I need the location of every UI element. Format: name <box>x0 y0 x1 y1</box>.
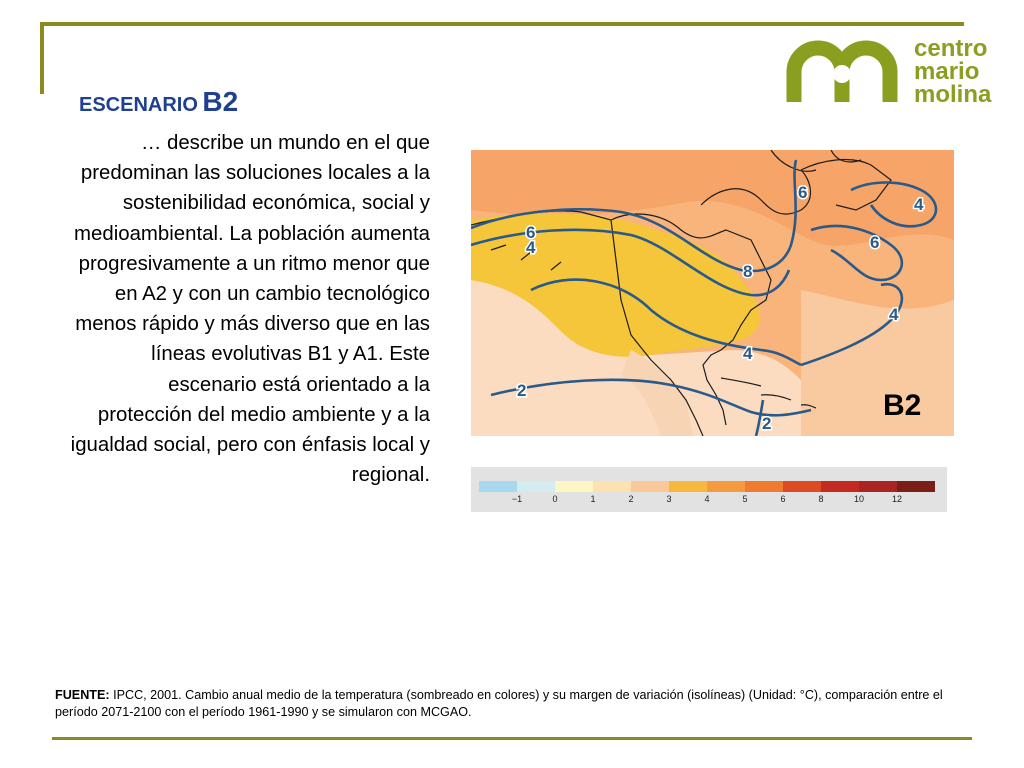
legend-tick-label: 0 <box>552 494 557 504</box>
title-prefix: ESCENARIO <box>79 94 198 116</box>
isoline-label: 8 <box>743 262 752 281</box>
legend-tick-label: 10 <box>854 494 864 504</box>
source-note: FUENTE: IPCC, 2001. Cambio anual medio d… <box>55 687 955 721</box>
legend-tick-label: 3 <box>666 494 671 504</box>
legend-swatch <box>783 481 821 492</box>
isoline-label: 6 <box>798 183 807 202</box>
logo-line-2: mario <box>914 58 980 85</box>
legend-swatch <box>555 481 593 492</box>
legend-tick-label: 5 <box>742 494 747 504</box>
isoline-label: 4 <box>914 195 924 214</box>
logo-wordmark: centro mario molina <box>914 35 992 108</box>
legend-swatch <box>859 481 897 492</box>
source-text: IPCC, 2001. Cambio anual medio de la tem… <box>55 688 943 719</box>
isoline-label: 2 <box>517 381 526 400</box>
legend-tick-label: 2 <box>628 494 633 504</box>
isoline-label: 4 <box>743 344 753 363</box>
logo-line-3: molina <box>914 81 992 108</box>
legend-swatch <box>517 481 555 492</box>
isoline-label: 2 <box>762 414 771 433</box>
legend-swatch <box>631 481 669 492</box>
legend-tick-label: 1 <box>590 494 595 504</box>
legend-tick-label: −1 <box>512 494 522 504</box>
isoline-label: 6 <box>526 223 535 242</box>
legend-swatch <box>669 481 707 492</box>
page-title: ESCENARIO B2 <box>79 86 238 118</box>
scenario-description: … describe un mundo en el que predominan… <box>70 132 430 487</box>
left-rule <box>40 22 44 94</box>
legend-swatch <box>821 481 859 492</box>
color-scale-legend: −1 0 1 2 3 4 5 6 8 10 12 <box>471 467 947 512</box>
isoline-label: 6 <box>870 233 879 252</box>
isoline-label: 4 <box>526 238 536 257</box>
legend-tick-label: 6 <box>780 494 785 504</box>
legend-tick-label: 8 <box>818 494 823 504</box>
source-label: FUENTE: <box>55 688 110 702</box>
title-code: B2 <box>202 86 239 117</box>
legend-tick-label: 12 <box>892 494 902 504</box>
map-scenario-label: B2 <box>883 389 921 422</box>
legend-swatch <box>479 481 517 492</box>
legend-swatch <box>897 481 935 492</box>
bottom-rule <box>52 737 972 740</box>
legend-tick-label: 4 <box>704 494 709 504</box>
centro-mario-molina-logo: centro mario molina <box>786 35 1001 108</box>
logo-line-1: centro <box>914 35 988 62</box>
legend-swatch <box>707 481 745 492</box>
legend-swatch <box>745 481 783 492</box>
logo-mark-icon <box>786 40 898 102</box>
top-rule <box>40 22 964 26</box>
isoline-label: 4 <box>889 305 899 324</box>
legend-swatch <box>593 481 631 492</box>
